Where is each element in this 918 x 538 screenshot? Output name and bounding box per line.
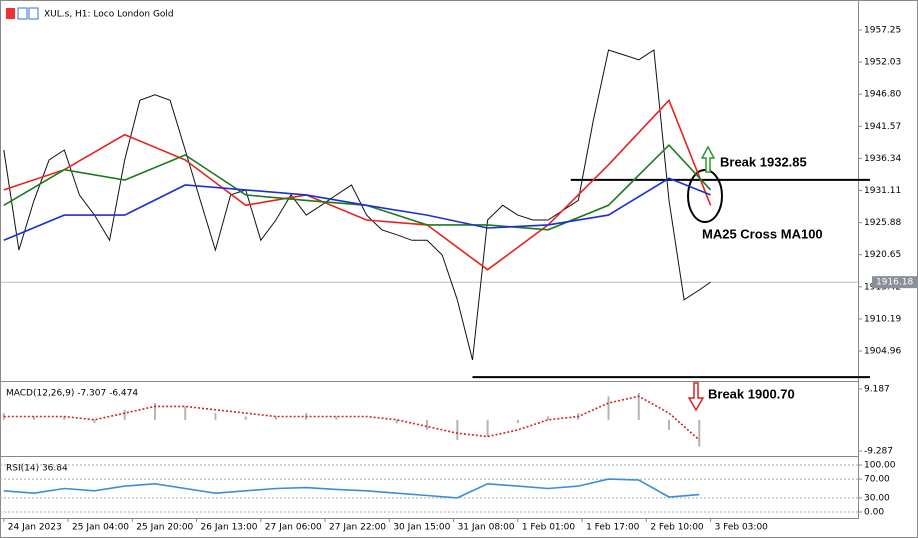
annotation: MA25 Cross MA100	[702, 226, 823, 241]
series-line	[3, 49, 711, 361]
x-tick-label: 30 Jan 15:00	[393, 523, 450, 533]
x-tick-label: 26 Jan 13:00	[201, 523, 258, 533]
chart-title: XUL.s, H1: Loco London Gold	[44, 10, 174, 20]
macd-title: MACD(12,26,9) -7.307 -6.474	[6, 389, 138, 399]
current-price-label: 1916.18	[876, 278, 913, 288]
icon	[28, 7, 39, 20]
series-line	[3, 478, 700, 499]
y-tick-label: 1920.65	[864, 250, 901, 260]
x-tick-label: 25 Jan 04:00	[72, 523, 129, 533]
x-tick-label: 27 Jan 06:00	[265, 523, 322, 533]
x-tick-label: 2 Feb 10:00	[650, 523, 704, 533]
y-tick-label: -9.287	[864, 446, 893, 456]
series-line	[3, 177, 711, 242]
x-tick-label: 1 Feb 01:00	[522, 523, 576, 533]
y-tick-label: 100.00	[864, 461, 896, 471]
icon	[17, 7, 28, 20]
x-tick-label: 3 Feb 03:00	[715, 523, 769, 533]
highlight-circle	[687, 169, 723, 223]
y-tick-label: 1946.80	[864, 90, 901, 100]
series-line	[3, 98, 712, 271]
y-tick-label: 9.187	[864, 384, 890, 394]
y-tick-label: 30.00	[864, 493, 890, 503]
y-tick-label: 70.00	[864, 475, 890, 485]
y-tick-label: 1941.57	[864, 122, 901, 132]
down-arrow	[687, 382, 705, 412]
y-tick-label: 1936.34	[864, 154, 901, 164]
y-tick-label: 1931.11	[864, 186, 901, 196]
up-arrow	[700, 145, 716, 173]
current-price-box	[872, 276, 918, 289]
x-tick-label: 25 Jan 20:00	[136, 523, 193, 533]
y-tick-label: 1957.25	[864, 26, 901, 36]
series-line	[3, 395, 700, 441]
x-tick-label: 24 Jan 2023	[8, 523, 62, 533]
annotation: Break 1900.70	[708, 386, 795, 401]
rsi-title: RSI(14) 36.84	[6, 464, 68, 474]
y-tick-label: 1952.03	[864, 58, 901, 68]
y-tick-label: 1904.96	[864, 347, 901, 357]
annotation: Break 1932.85	[720, 154, 807, 169]
y-tick-label: 1925.88	[864, 218, 901, 228]
y-tick-label: 1910.19	[864, 314, 901, 324]
y-tick-label: 0.00	[864, 507, 884, 517]
x-tick-label: 1 Feb 17:00	[586, 523, 640, 533]
x-tick-label: 31 Jan 08:00	[458, 523, 515, 533]
icon	[6, 8, 15, 19]
x-tick-label: 27 Jan 22:00	[329, 523, 386, 533]
